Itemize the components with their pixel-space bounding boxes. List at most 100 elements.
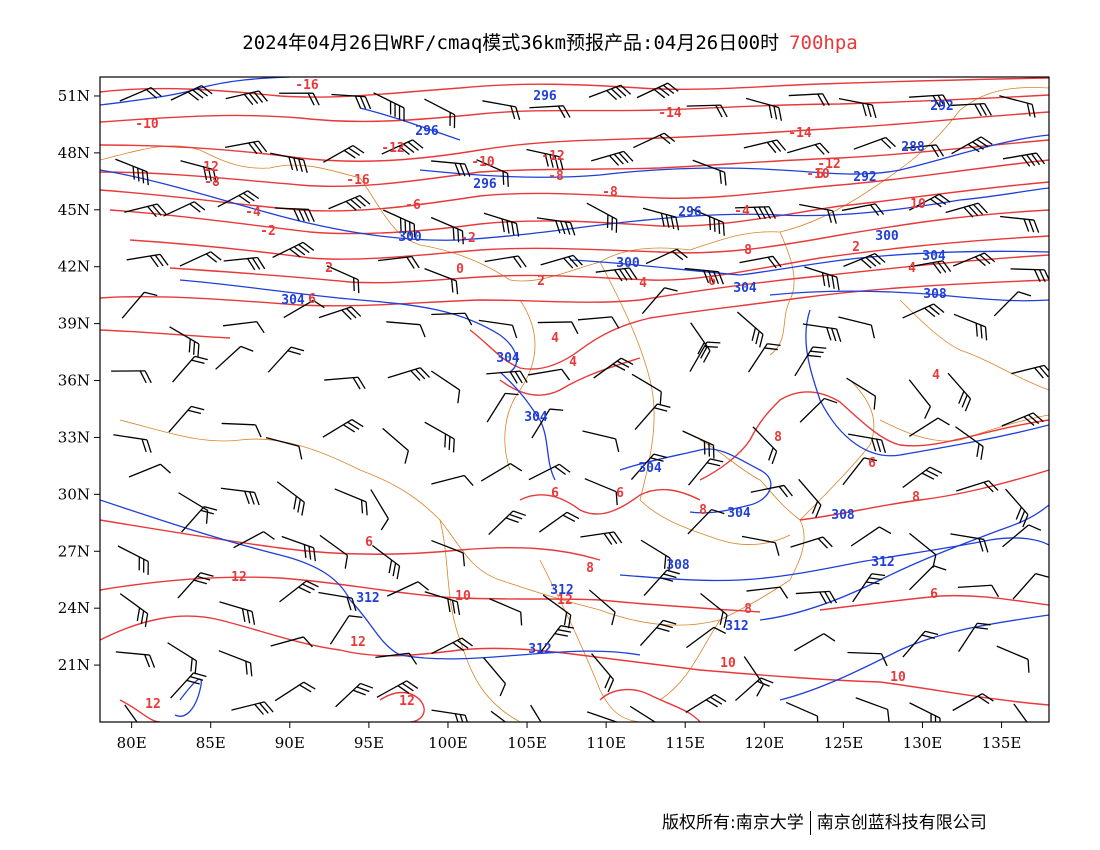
copyright-company: 南京创蓝科技有限公司 [816,813,987,833]
lon-tick-label: 110E [586,734,626,752]
wind-barb [276,481,305,516]
temperature-label: -12 [381,141,404,156]
height-label: 300 [616,256,640,271]
wind-barb [593,357,634,379]
wind-barb [424,591,461,616]
wind-barb [902,630,939,658]
wind-barb [334,488,368,516]
lon-tick-label: 105E [507,734,547,752]
wind-barb [734,677,774,702]
temperature-label: 8 [744,602,752,617]
wind-barb [267,346,305,373]
wind-barb [1002,152,1046,167]
lat-tick-label: 45N [58,201,90,219]
wind-barb [643,569,680,597]
temperature-label: 10 [720,656,736,671]
wind-barb [746,586,789,599]
wind-barb [1010,268,1049,283]
temperature-label: 12 [399,694,415,709]
wind-barb [113,434,152,453]
temperature-label: 6 [551,486,559,501]
title-main: 2024年04月26日WRF/cmaq模式36km预报产品:04月26日00时 [242,32,780,54]
wind-barb [630,453,668,481]
wind-barb [950,103,992,117]
wind-barb [688,458,724,486]
wind-barb [747,343,781,373]
temperature-label: 2 [537,274,545,289]
wind-barb [221,422,262,438]
wind-barb [387,367,431,381]
height-label: 312 [871,555,894,570]
wind-barb [424,268,459,295]
wind-barb [1001,412,1044,427]
wind-barb [580,531,623,545]
wind-barb [909,94,951,108]
lat-tick-label: 51N [58,87,90,105]
wind-barb [119,87,162,102]
wind-barb [121,291,158,319]
wind-barb [1013,703,1035,722]
wind-barb [847,433,887,454]
wind-barb [838,97,877,119]
height-label: 308 [831,508,855,523]
wind-barb [850,526,892,547]
wind-barb [274,207,315,222]
temperature-label: 6 [816,167,824,182]
wind-barb [586,202,618,233]
temperature-label: 6 [308,292,316,307]
temperature-label: -8 [204,175,220,190]
lon-tick-label: 90E [275,734,305,752]
wind-barb [378,256,420,269]
wind-barb [795,590,838,604]
wind-barb [326,265,360,294]
wind-barb [370,489,389,531]
wind-barb [386,321,426,338]
wind-barb [215,345,254,370]
wind-barb [686,104,728,118]
lat-tick-label: 42N [58,258,90,276]
temperature-label: -4 [734,204,750,219]
wind-barb [996,645,1030,673]
wind-barb [752,426,778,465]
wind-barb [902,144,945,158]
map-boundaries [100,87,1049,722]
wind-barb [794,346,827,377]
wind-barb [686,626,727,649]
wind-barb [588,589,616,626]
height-label: 300 [398,230,422,245]
temperature-label: -12 [541,149,564,164]
wind-barb [180,160,217,183]
height-label: 312 [725,619,748,634]
wind-barb [951,136,993,155]
wind-barb [682,430,715,459]
lat-tick-label: 21N [58,656,90,674]
wind-barb [645,248,688,265]
wind-barb [685,693,727,713]
height-label: 296 [678,205,702,220]
wind-barb [909,702,941,722]
temperature-label: 4 [639,276,647,291]
wind-barb [586,711,620,722]
wind-barb [382,427,409,464]
wind-barb [167,642,198,675]
wind-barb [842,457,878,486]
wind-barb [331,93,372,110]
wind-barb [181,505,218,533]
wind-barb [539,511,580,533]
wind-barb [431,637,473,655]
wind-barb [853,136,896,150]
height-label: 312 [356,591,379,606]
height-label: 304 [496,351,520,366]
temperature-label: -4 [245,205,261,220]
wind-barb [483,657,507,697]
lon-tick-label: 115E [665,734,705,752]
height-label: 304 [524,410,548,425]
wind-barb [170,84,213,101]
wind-barb [642,207,680,231]
wind-barb [802,323,842,342]
temperature-label: -10 [806,167,830,182]
wind-barb [799,397,838,423]
wind-barb [373,92,405,122]
wind-barb [272,241,315,259]
